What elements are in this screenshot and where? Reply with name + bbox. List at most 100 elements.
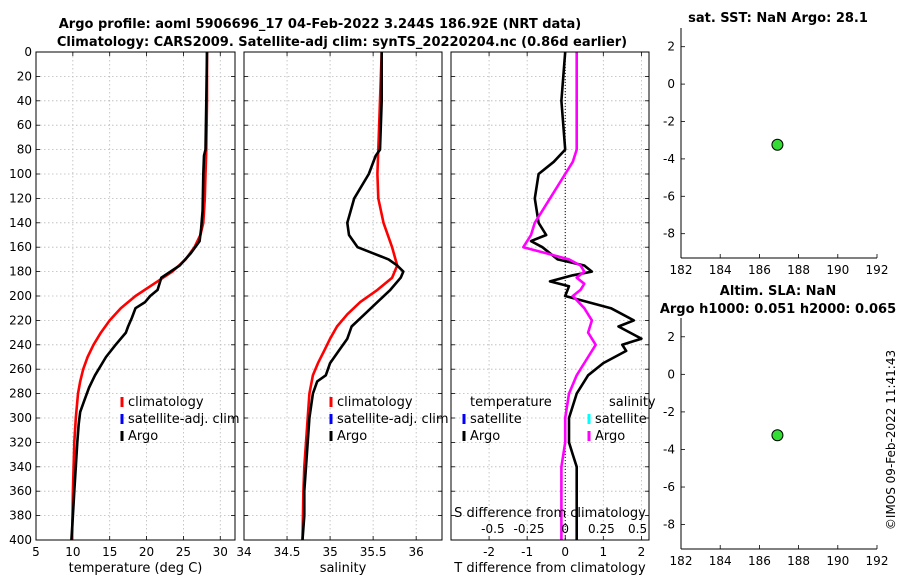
sla-xtick-label: 182 xyxy=(670,554,693,568)
sst-ytick-label: -6 xyxy=(663,189,675,203)
depth-tick-label: 340 xyxy=(9,460,32,474)
difference-legend-salinity-heading: salinity xyxy=(609,395,656,410)
difference-legend-temperature-heading: temperature xyxy=(470,395,552,410)
sla-xtick-label: 190 xyxy=(826,554,849,568)
temperature-legend-0-label: climatology xyxy=(128,395,204,410)
depth-tick-label: 180 xyxy=(9,265,32,279)
depth-tick-label: 40 xyxy=(17,94,32,108)
temperature-legend-1-label: satellite-adj. clim xyxy=(128,412,240,427)
sst-ytick-label: -2 xyxy=(663,114,675,128)
charts-layer: 0204060801001201401601802002202402602803… xyxy=(9,28,888,576)
salinity-legend-0-label: climatology xyxy=(337,395,413,410)
sst-xtick-label: 184 xyxy=(709,263,732,277)
salinity-xtick-label: 34 xyxy=(236,545,251,559)
sst-ytick-label: 2 xyxy=(667,40,675,54)
sst-xtick-label: 188 xyxy=(787,263,810,277)
depth-tick-label: 160 xyxy=(9,240,32,254)
difference-s-axis-label: S difference from climatology xyxy=(454,506,646,521)
depth-tick-label: 60 xyxy=(17,118,32,132)
sst-xtick-label: 186 xyxy=(748,263,771,277)
salinity-panel: 34 34.5 35 35.5 36 salinity climatology satelli… xyxy=(236,51,449,576)
sst-float-position-marker xyxy=(771,138,784,151)
depth-tick-label: 220 xyxy=(9,313,32,327)
difference-xtick-label: -2 xyxy=(483,545,495,559)
difference-xtick-label: 1 xyxy=(599,545,607,559)
sla-ytick-label: 0 xyxy=(667,367,675,381)
sst-xtick-label: 182 xyxy=(670,263,693,277)
sla-panel: 2 0 -2 -4 -6 -8 182 184 186 188 190 192 xyxy=(663,318,888,568)
depth-tick-label: 380 xyxy=(9,509,32,523)
sst-xtick-label: 192 xyxy=(866,263,889,277)
temperature-frame xyxy=(35,51,236,541)
sst-panel-title: sat. SST: NaN Argo: 28.1 xyxy=(688,11,868,26)
temperature-xtick-label: 20 xyxy=(139,545,154,559)
sla-xtick-label: 184 xyxy=(709,554,732,568)
sla-ytick-label: -8 xyxy=(663,518,675,532)
depth-tick-label: 260 xyxy=(9,362,32,376)
sst-ytick-label: -8 xyxy=(663,227,675,241)
depth-tick-label: 120 xyxy=(9,191,32,205)
salinity-xtick-label: 35.5 xyxy=(360,545,387,559)
sst-panel: 2 0 -2 -4 -6 -8 182 184 186 188 190 192 xyxy=(663,28,888,277)
depth-tick-label: 0 xyxy=(24,45,32,59)
difference-series-t-diff-argo xyxy=(529,51,643,540)
temperature-xtick-label: 10 xyxy=(65,545,80,559)
depth-tick-label: 240 xyxy=(9,338,32,352)
salinity-legend-1-label: satellite-adj. clim xyxy=(337,412,449,427)
difference-xtick-label: 2 xyxy=(638,545,646,559)
difference-legend-s-satellite-label: satellite xyxy=(595,412,647,427)
salinity-xtick-label: 34.5 xyxy=(274,545,301,559)
depth-tick-label: 300 xyxy=(9,411,32,425)
figure-title-line2: Climatology: CARS2009. Satellite-adj cli… xyxy=(57,35,627,50)
difference-legend-t-satellite-label: satellite xyxy=(470,412,522,427)
sst-ytick-label: 0 xyxy=(667,77,675,91)
depth-tick-label: 80 xyxy=(17,143,32,157)
temperature-xtick-label: 25 xyxy=(176,545,191,559)
sla-ytick-label: -2 xyxy=(663,405,675,419)
temperature-legend-2-label: Argo xyxy=(128,429,158,444)
difference-xtick-label: 0 xyxy=(561,545,569,559)
sla-xtick-label: 186 xyxy=(748,554,771,568)
difference-frame xyxy=(450,51,650,541)
sla-xtick-label: 192 xyxy=(866,554,889,568)
depth-tick-label: 140 xyxy=(9,216,32,230)
sla-xtick-label: 188 xyxy=(787,554,810,568)
salinity-series-climatology xyxy=(301,51,399,541)
salinity-legend-2-label: Argo xyxy=(337,429,367,444)
depth-tick-label: 400 xyxy=(9,533,32,547)
depth-tick-label: 100 xyxy=(9,167,32,181)
sst-xtick-label: 190 xyxy=(826,263,849,277)
salinity-xlabel: salinity xyxy=(320,561,367,576)
sla-ytick-label: 2 xyxy=(667,330,675,344)
difference-legend-t-argo-label: Argo xyxy=(470,429,500,444)
difference-s-tick-label: 0 xyxy=(561,522,569,536)
sla-panel-title-line2: Argo h1000: 0.051 h2000: 0.065 xyxy=(660,302,896,317)
sla-ytick-label: -4 xyxy=(663,442,675,456)
difference-panel: -2 -1 0 1 2 T difference from climatology S di… xyxy=(450,51,656,576)
difference-xtick-label: -1 xyxy=(521,545,533,559)
temperature-series-argo xyxy=(70,51,209,541)
temperature-xtick-label: 30 xyxy=(213,545,228,559)
imos-watermark: ©IMOS 09-Feb-2022 11:41:43 xyxy=(884,350,898,530)
depth-tick-label: 280 xyxy=(9,387,32,401)
sst-ytick-label: -4 xyxy=(663,152,675,166)
temperature-series-climatology xyxy=(70,52,209,541)
salinity-xtick-label: 36 xyxy=(409,545,424,559)
difference-series-s-diff-argo xyxy=(521,52,598,540)
difference-xlabel: T difference from climatology xyxy=(453,561,646,576)
salinity-frame xyxy=(243,51,443,541)
salinity-xtick-label: 35 xyxy=(322,545,337,559)
depth-tick-label: 20 xyxy=(17,69,32,83)
sla-ytick-label: -6 xyxy=(663,480,675,494)
temperature-xtick-label: 5 xyxy=(32,545,40,559)
difference-s-tick-label: -0.25 xyxy=(514,522,545,536)
sla-panel-title-line1: Altim. SLA: NaN xyxy=(720,284,836,299)
difference-s-tick-label: 0.25 xyxy=(588,522,615,536)
difference-s-tick-label: 0.5 xyxy=(628,522,647,536)
salinity-series-argo xyxy=(301,52,405,541)
depth-tick-label: 360 xyxy=(9,484,32,498)
figure-title-line1: Argo profile: aoml 5906696_17 04-Feb-202… xyxy=(59,17,581,32)
temperature-panel: 0 20 40 60 80 100 120 140 160 180 200 220 240 260 280 3… xyxy=(9,45,240,576)
sla-float-position-marker xyxy=(771,429,784,442)
